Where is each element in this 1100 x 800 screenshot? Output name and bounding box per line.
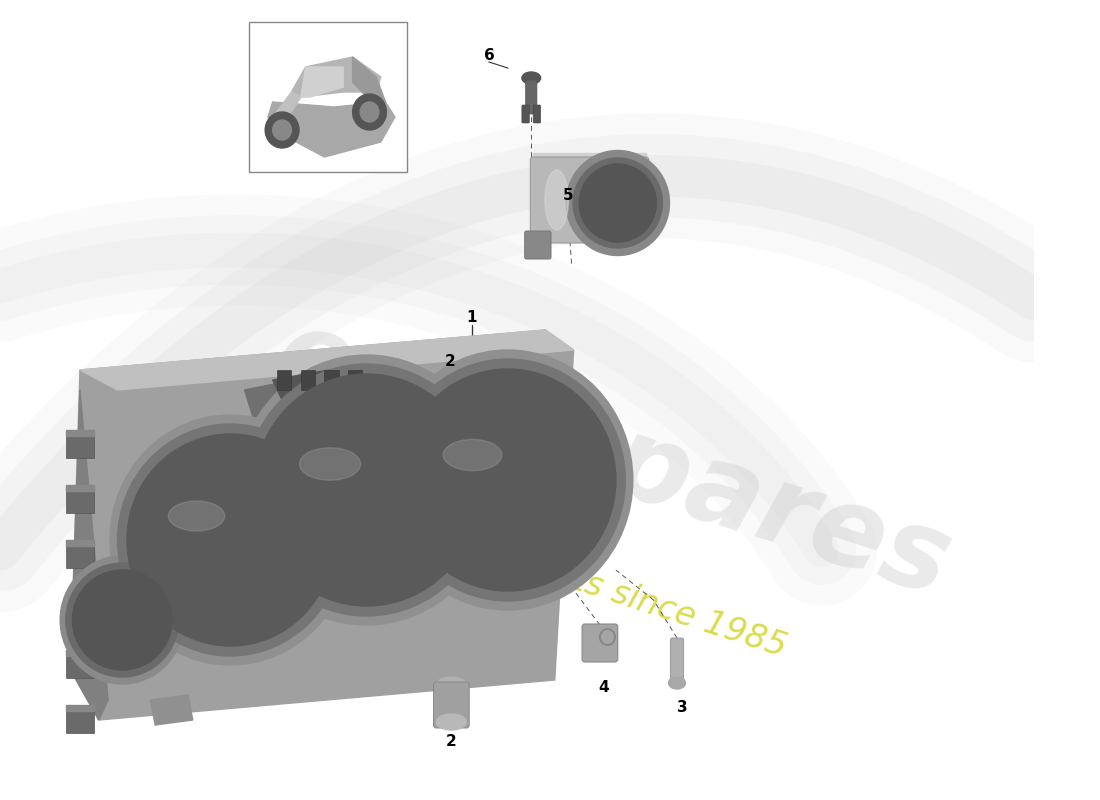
Ellipse shape (566, 150, 670, 255)
Ellipse shape (110, 415, 351, 665)
Polygon shape (292, 57, 381, 97)
Ellipse shape (399, 369, 616, 591)
Bar (348, 370, 362, 390)
Polygon shape (66, 650, 94, 656)
Polygon shape (534, 153, 646, 175)
Bar (66, 595, 94, 623)
Ellipse shape (118, 424, 343, 656)
Polygon shape (268, 92, 301, 122)
FancyBboxPatch shape (525, 231, 551, 259)
Text: 2: 2 (446, 734, 456, 750)
Polygon shape (268, 102, 395, 157)
Ellipse shape (244, 364, 490, 616)
Ellipse shape (437, 714, 466, 730)
Polygon shape (528, 235, 547, 255)
Polygon shape (70, 330, 573, 720)
Bar (324, 370, 339, 390)
FancyBboxPatch shape (433, 682, 470, 728)
Ellipse shape (383, 350, 632, 610)
FancyBboxPatch shape (521, 105, 529, 123)
Bar (66, 540, 94, 568)
Polygon shape (273, 365, 372, 400)
Ellipse shape (73, 570, 172, 670)
Polygon shape (66, 430, 94, 436)
Circle shape (353, 94, 386, 130)
Circle shape (360, 102, 378, 122)
Text: 5: 5 (562, 189, 573, 203)
Bar (277, 370, 292, 390)
Ellipse shape (437, 677, 466, 693)
Text: 6: 6 (484, 47, 494, 62)
Polygon shape (151, 695, 192, 725)
Text: 1: 1 (466, 310, 477, 325)
Polygon shape (66, 540, 94, 546)
Bar (301, 370, 315, 390)
Polygon shape (534, 165, 552, 240)
Bar (66, 430, 94, 458)
Text: 3: 3 (678, 701, 688, 715)
Circle shape (265, 112, 299, 148)
Ellipse shape (126, 434, 333, 646)
Text: 2: 2 (444, 354, 455, 370)
FancyBboxPatch shape (534, 105, 541, 123)
FancyBboxPatch shape (530, 157, 649, 243)
Bar (250, 22, 407, 172)
Bar (66, 650, 94, 678)
Ellipse shape (299, 448, 361, 480)
Ellipse shape (60, 556, 185, 684)
Bar (66, 485, 94, 513)
Text: eurospares: eurospares (263, 301, 965, 619)
Ellipse shape (521, 72, 541, 84)
FancyBboxPatch shape (582, 624, 618, 662)
Ellipse shape (573, 158, 662, 248)
Polygon shape (66, 705, 94, 711)
Text: 4: 4 (598, 681, 609, 695)
Polygon shape (66, 485, 94, 491)
Polygon shape (244, 360, 414, 430)
Ellipse shape (236, 355, 496, 625)
Polygon shape (353, 57, 385, 102)
Polygon shape (301, 67, 343, 97)
Polygon shape (70, 390, 108, 720)
FancyBboxPatch shape (526, 80, 537, 114)
Ellipse shape (443, 439, 502, 470)
FancyBboxPatch shape (670, 638, 683, 682)
Ellipse shape (168, 501, 224, 531)
Ellipse shape (669, 677, 685, 689)
Ellipse shape (254, 374, 480, 606)
Ellipse shape (66, 563, 178, 677)
Ellipse shape (580, 164, 657, 242)
Polygon shape (66, 595, 94, 601)
Ellipse shape (544, 170, 569, 230)
Text: a passion for parts since 1985: a passion for parts since 1985 (301, 477, 791, 663)
Polygon shape (80, 330, 573, 390)
Bar (66, 705, 94, 733)
Ellipse shape (390, 359, 625, 601)
Circle shape (273, 120, 292, 140)
